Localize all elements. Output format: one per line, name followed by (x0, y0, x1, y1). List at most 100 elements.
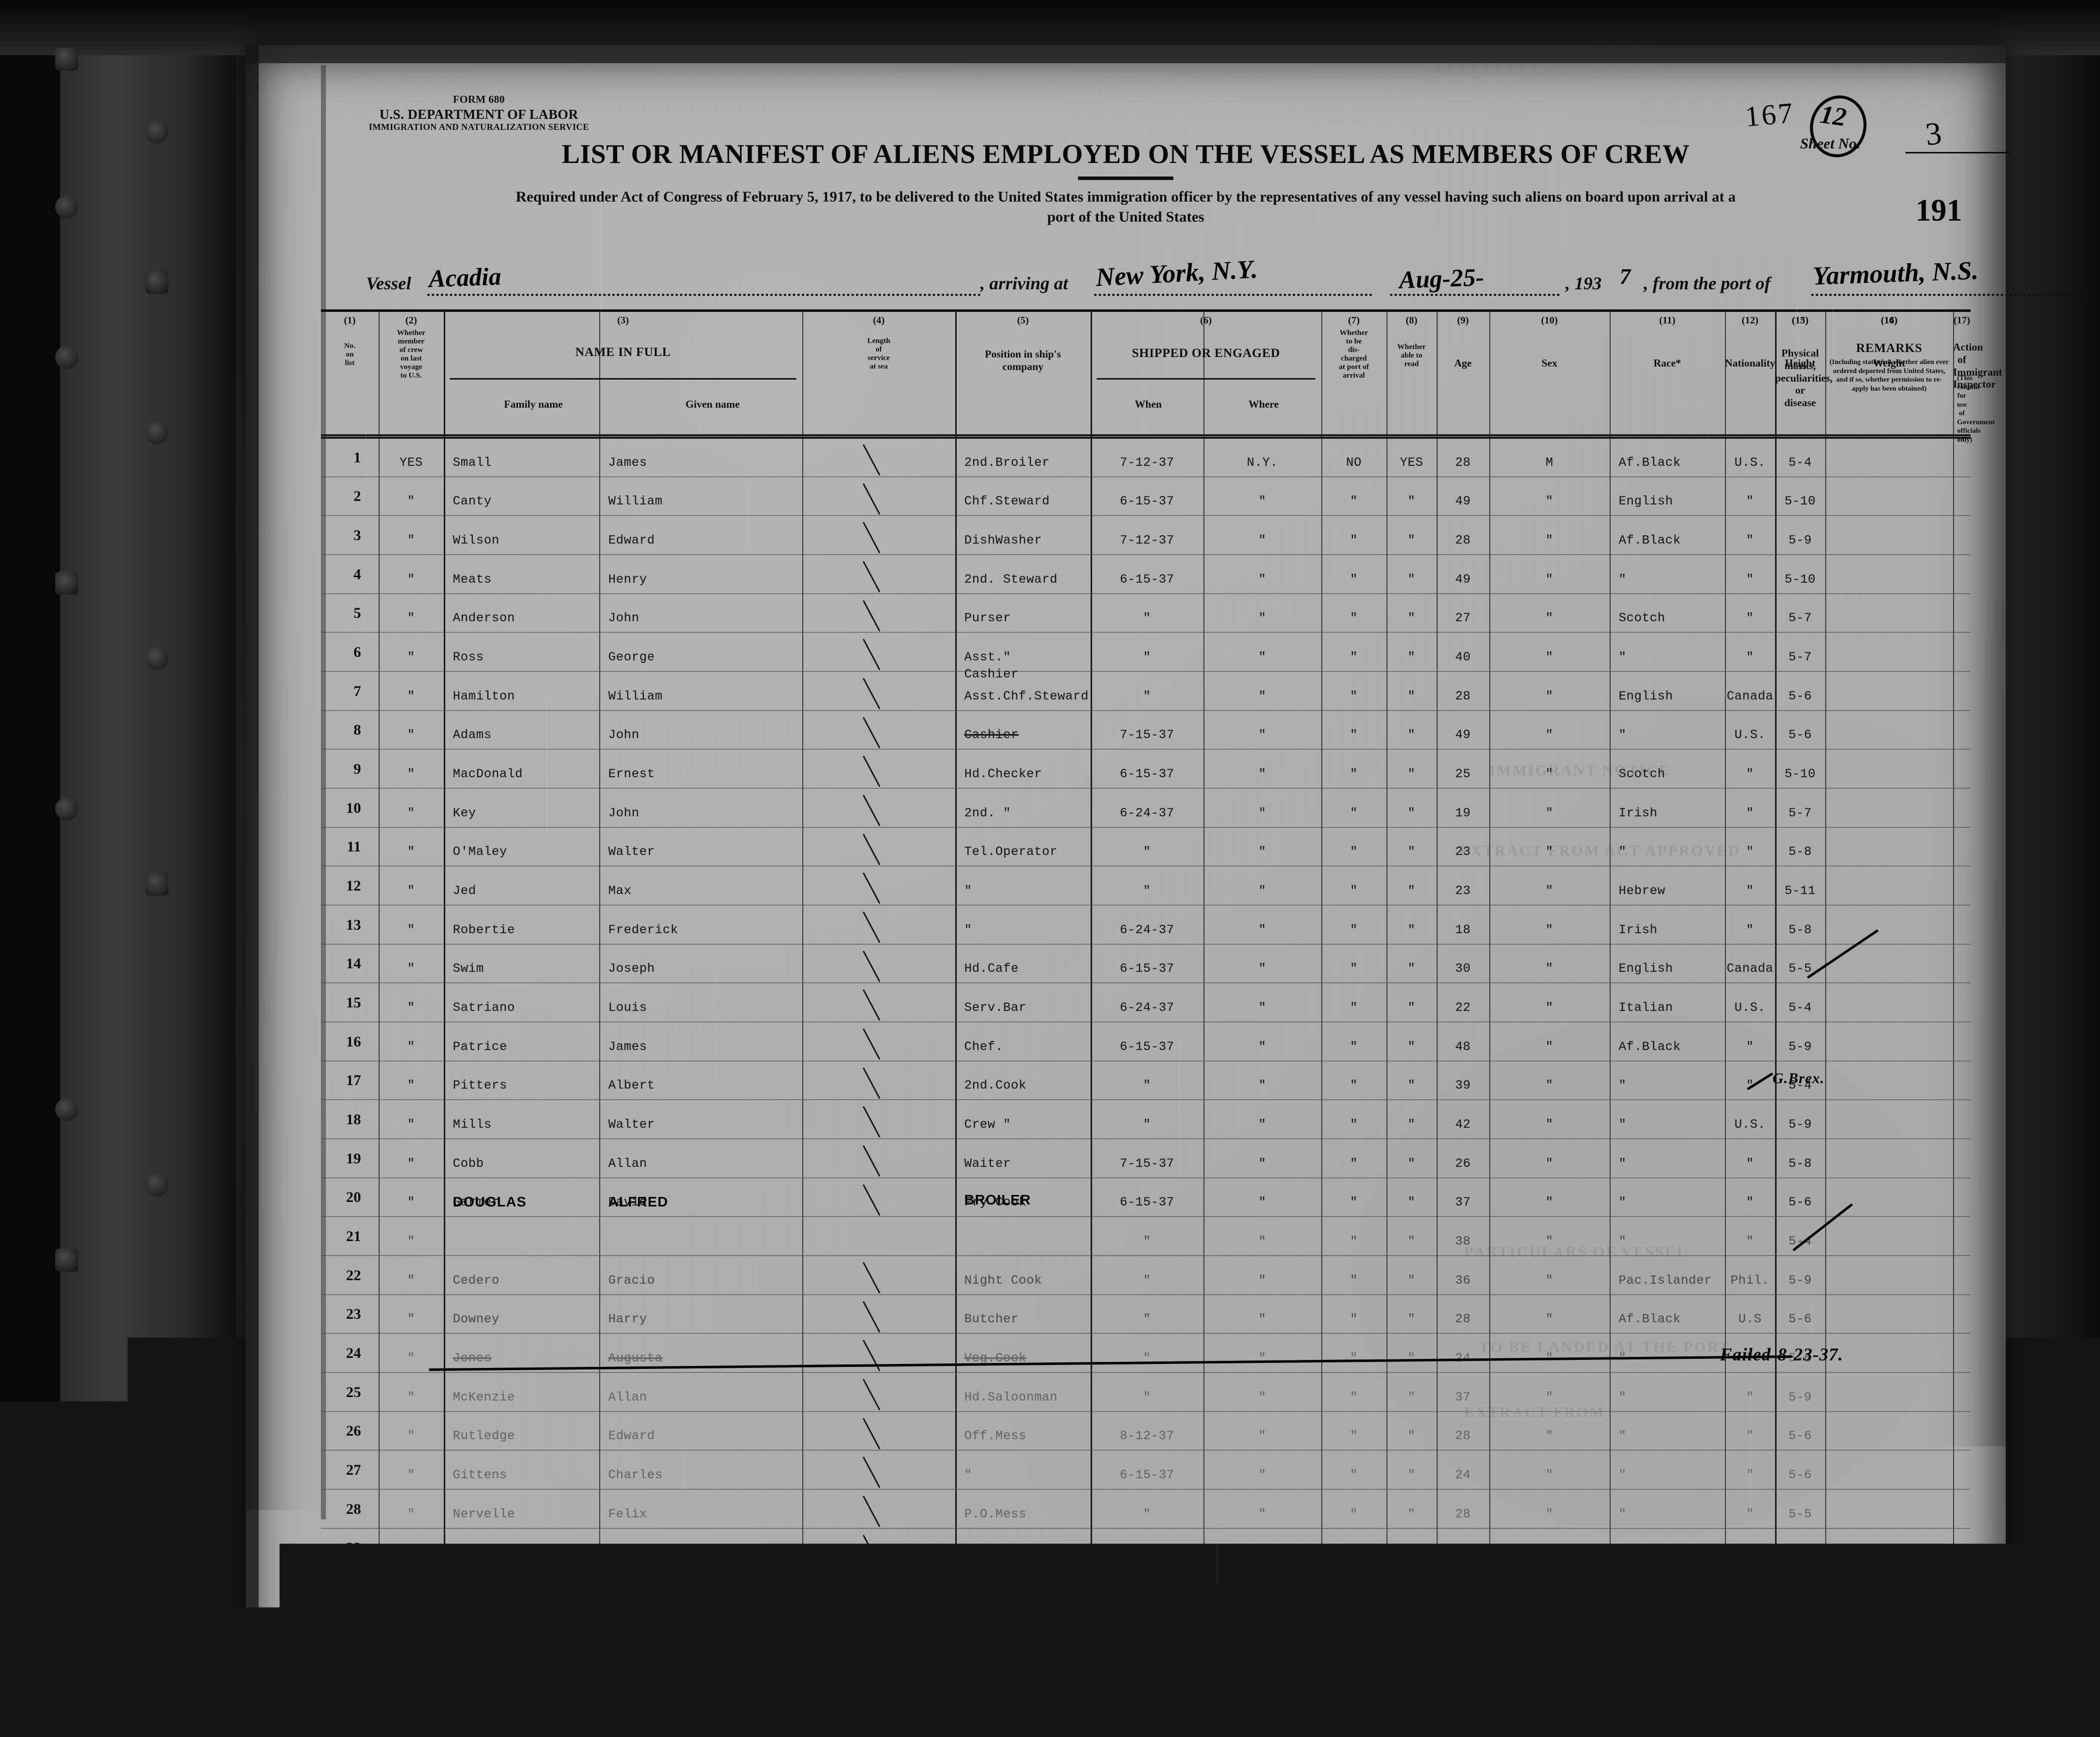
cell-race: " (1619, 1078, 1627, 1093)
row-number: 29 (331, 1539, 361, 1556)
column-number: (16) (1825, 315, 1953, 326)
cell-position: Purser (964, 611, 1011, 625)
cell-nationality: " (1725, 611, 1775, 625)
sprocket-hole (55, 196, 78, 219)
column-number: (4) (802, 315, 955, 326)
cell-family: Key (453, 806, 476, 820)
cell-where: " (1203, 806, 1321, 820)
cell-discharged: " (1321, 689, 1386, 704)
cell-prev: " (379, 689, 444, 704)
cell-race: " (1619, 1195, 1627, 1209)
cell-discharged: " (1321, 1000, 1386, 1015)
cell-position: Serv.Bar (964, 1000, 1026, 1015)
vessel-name-rule (426, 294, 980, 296)
cell-prev: YES (379, 455, 444, 470)
cell-when: " (1091, 1273, 1203, 1288)
cell-age: 30 (1437, 961, 1489, 976)
cell-discharged: " (1321, 1195, 1386, 1209)
cell-discharged: " (1321, 884, 1386, 898)
cell-given: Joseph (608, 961, 655, 976)
cell-race: Af.Black (1619, 1039, 1681, 1054)
row-number: 28 (331, 1501, 361, 1518)
column-header-note: (Including statement whether alien ever … (1829, 358, 1949, 393)
cell-family: Swim (453, 961, 484, 976)
cell-prev: " (379, 1195, 444, 1209)
cell-race: " (1619, 1117, 1627, 1132)
crew-manifest-table: (1) No. on list (2) Whether member of crew on la… (321, 309, 1971, 1608)
cell-age: 48 (1437, 1039, 1489, 1054)
cell-family: Canty (453, 494, 492, 508)
cell-family: Adams (453, 728, 492, 742)
cell-discharged: " (1321, 494, 1386, 508)
cell-age: 37 (1437, 1390, 1489, 1405)
owners-rule (456, 1631, 865, 1633)
local-agents-rule (511, 1666, 865, 1668)
stamped-page-number: 191 (1915, 193, 1962, 229)
cell-nationality: U.S. (1725, 1000, 1775, 1015)
column-number: (12) (1725, 315, 1775, 326)
cell-where: " (1203, 1312, 1321, 1326)
cell-discharged: NO (1321, 455, 1386, 470)
cell-read: " (1386, 650, 1437, 664)
cell-race: English (1619, 494, 1673, 508)
row-number: 17 (331, 1072, 361, 1089)
row-rule (321, 905, 1971, 906)
cell-height: 5-9 (1775, 1390, 1825, 1405)
cell-when: 7-15-37 (1091, 728, 1203, 742)
from-port-value: Yarmouth, N.S. (1812, 256, 1979, 291)
cell-nationality: " (1725, 494, 1775, 508)
cell-read: " (1386, 1429, 1437, 1443)
row-rule (321, 1177, 1971, 1178)
cell-age: 28 (1437, 1312, 1489, 1326)
cell-height: 5-6 (1775, 1195, 1825, 1209)
sprocket-hole (145, 421, 168, 444)
column-number: (9) (1437, 315, 1489, 326)
cell-given: Louis (608, 1000, 647, 1015)
cell-discharged: " (1321, 1507, 1386, 1521)
cell-prev: " (379, 728, 444, 742)
length-of-service-stroke (862, 600, 881, 631)
cell-position: Off.Mess (964, 1429, 1026, 1443)
cell-prev: " (379, 1117, 444, 1132)
row-number: 3 (331, 527, 361, 544)
sprocket-hole (145, 120, 168, 143)
film-scratch (1811, 1243, 1812, 1334)
cell-race: Italian (1619, 1000, 1673, 1015)
row-rule (321, 554, 1971, 555)
column-number: (7) (1321, 315, 1386, 326)
cell-age: 25 (1437, 767, 1489, 781)
cell-race: " (1619, 1429, 1627, 1443)
sprocket-hole (55, 346, 78, 369)
department-label: U.S. DEPARTMENT OF LABOR (354, 106, 604, 123)
from-port-label: , from the port of (1644, 273, 1771, 294)
cell-when: " (1091, 1117, 1203, 1132)
cell-position: Tel.Operator (964, 844, 1058, 859)
column-header-11: Race* (1610, 357, 1725, 370)
row-number: 13 (331, 917, 361, 934)
row-rule (321, 476, 1971, 477)
cell-where: " (1203, 1273, 1321, 1288)
inspector-signature: D.Kerr (1067, 1608, 1146, 1643)
cell-where: " (1203, 923, 1321, 937)
cell-position: Hd.Checker (964, 767, 1042, 781)
length-of-service-stroke (862, 677, 881, 709)
cell-family: Hamilton (453, 689, 515, 704)
cell-position: Cashier (964, 728, 1019, 742)
length-of-service-stroke (862, 1378, 881, 1410)
cell-family: Robertie (453, 923, 515, 937)
cell-sex: " (1489, 572, 1610, 587)
cell-discharged: " (1321, 572, 1386, 587)
cell-age: 19 (1437, 806, 1489, 820)
cell-sex: " (1489, 1195, 1610, 1209)
handwritten-inspector-note: G.Brex. (1773, 1070, 1825, 1087)
length-of-service-stroke (862, 794, 881, 826)
cell-prev: " (379, 1273, 444, 1288)
cell-prev: " (379, 1312, 444, 1326)
cell-when: 7-15-37 (1091, 1156, 1203, 1171)
cell-read: " (1386, 1273, 1437, 1288)
cell-given: Charles (608, 1468, 663, 1482)
film-scratch (1318, 132, 1319, 226)
row-rule (321, 749, 1971, 750)
length-of-service-stroke (862, 873, 881, 904)
cell-sex: " (1489, 1429, 1610, 1443)
